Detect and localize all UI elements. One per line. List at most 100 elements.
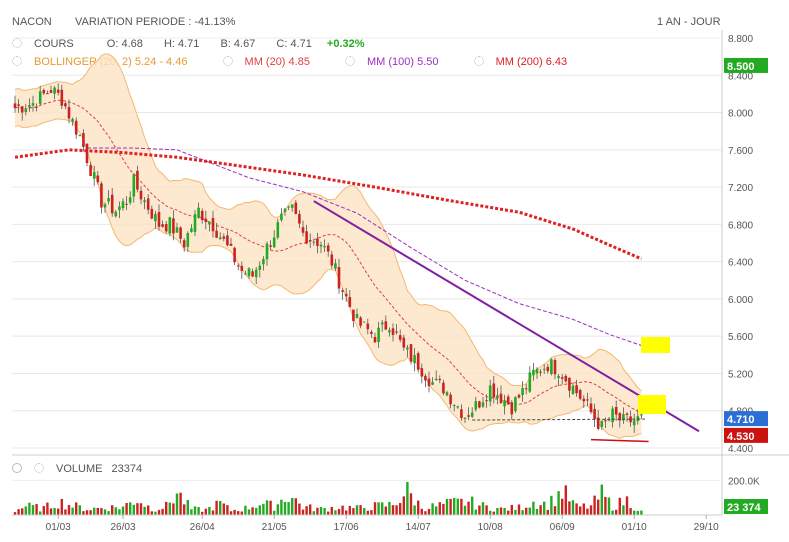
- volume-bar: [316, 507, 319, 515]
- volume-bar: [557, 491, 560, 515]
- volume-bar: [147, 505, 150, 515]
- candle-body: [190, 228, 193, 232]
- gear-icon[interactable]: [12, 56, 22, 66]
- candle-body: [575, 385, 578, 394]
- candle-body: [586, 399, 589, 401]
- candle-body: [24, 109, 28, 113]
- candle-body: [604, 420, 607, 422]
- candle-body: [510, 402, 514, 415]
- trend-lines: [313, 200, 700, 443]
- y-tick-label: 6.800: [728, 220, 753, 231]
- candle-body: [78, 134, 82, 136]
- candle-body: [474, 401, 478, 410]
- zoom-icon[interactable]: [12, 463, 22, 473]
- volume-bar: [269, 500, 272, 515]
- volume-bar: [301, 509, 305, 515]
- candle-body: [532, 369, 535, 376]
- volume-bar: [543, 501, 546, 515]
- candle-body: [272, 237, 276, 248]
- volume-bar: [359, 505, 362, 515]
- candle-body: [193, 214, 197, 233]
- candle-body: [316, 238, 319, 246]
- volume-bar: [417, 500, 420, 515]
- volume-bar: [309, 504, 312, 515]
- price-badges: 8.500 4.710 4.530 23 374: [724, 57, 768, 514]
- volume-bar: [139, 503, 143, 515]
- candle-body: [298, 214, 301, 224]
- gear-icon[interactable]: [345, 56, 356, 66]
- volume-bar: [546, 509, 549, 515]
- gear-icon[interactable]: [473, 56, 484, 66]
- volume-bar: [507, 510, 510, 515]
- candle-body: [607, 419, 611, 421]
- x-tick-label: 14/07: [406, 522, 431, 533]
- period-selector[interactable]: 1 AN - JOUR: [657, 16, 721, 28]
- volume-bar: [442, 503, 445, 515]
- x-tick-label: 26/04: [190, 522, 215, 533]
- candle-body: [564, 375, 568, 382]
- volume-bar: [496, 507, 499, 515]
- mm20-label: MM (20) 4.85: [244, 56, 310, 68]
- candle-body: [154, 213, 157, 222]
- volume-bar: [100, 508, 103, 515]
- volume-bar: [298, 503, 301, 515]
- candle-body: [341, 290, 344, 292]
- y-tick-label: 8.400: [728, 71, 753, 82]
- gear-icon[interactable]: [34, 463, 44, 473]
- candle-body: [107, 198, 110, 202]
- volume-bar: [111, 505, 114, 515]
- x-tick-label: 17/06: [334, 522, 359, 533]
- volume-bar: [283, 502, 287, 515]
- volume-bar: [190, 509, 193, 515]
- volume-bar: [438, 502, 441, 515]
- candle-body: [208, 221, 211, 225]
- candle-body: [434, 378, 438, 381]
- candle-body: [517, 394, 521, 398]
- volume-bar: [327, 511, 330, 515]
- volume-bar: [42, 506, 45, 515]
- volume-bar: [615, 509, 618, 515]
- candle-body: [85, 143, 89, 164]
- candle-body: [571, 385, 575, 394]
- gear-icon[interactable]: [222, 56, 233, 66]
- volume-bar: [600, 484, 603, 515]
- candle-body: [136, 170, 139, 190]
- volume-bar: [323, 507, 326, 515]
- volume-bar: [64, 509, 67, 515]
- volume-bar: [499, 507, 503, 515]
- current-badge-bg: [724, 411, 768, 427]
- candle-body: [146, 198, 150, 210]
- candle-body: [492, 383, 496, 398]
- y-tick-label: 6.000: [728, 295, 753, 306]
- volume-bar: [363, 508, 366, 515]
- volume-bar: [93, 507, 96, 515]
- candle-body: [226, 235, 229, 246]
- candle-body: [280, 213, 283, 221]
- volume-bar: [514, 509, 517, 515]
- candle-body: [244, 273, 247, 275]
- volume-bar: [399, 502, 402, 515]
- volume-bar: [161, 508, 164, 515]
- high-badge-bg: [724, 57, 768, 73]
- volume-bar: [481, 502, 485, 515]
- volume-bar: [319, 507, 323, 515]
- volume-bar: [60, 498, 63, 515]
- volume-bar: [528, 507, 531, 515]
- volume-bar: [291, 497, 294, 515]
- candle-body: [452, 405, 456, 407]
- volume-bar: [183, 504, 186, 515]
- volume-bar: [373, 502, 377, 515]
- volume-bar: [402, 496, 405, 515]
- candle-body: [60, 89, 64, 106]
- candle-body: [337, 266, 341, 289]
- candle-body: [528, 372, 532, 392]
- candle-body: [100, 183, 103, 208]
- volume-bar: [525, 507, 528, 515]
- candle-body: [542, 368, 546, 370]
- volume-bar: [449, 498, 452, 515]
- candle-body: [622, 414, 625, 421]
- quote-low: B: 4.67: [220, 38, 256, 50]
- candle-body: [362, 321, 366, 323]
- candle-body: [553, 360, 557, 375]
- x-tick-label: 26/03: [110, 522, 135, 533]
